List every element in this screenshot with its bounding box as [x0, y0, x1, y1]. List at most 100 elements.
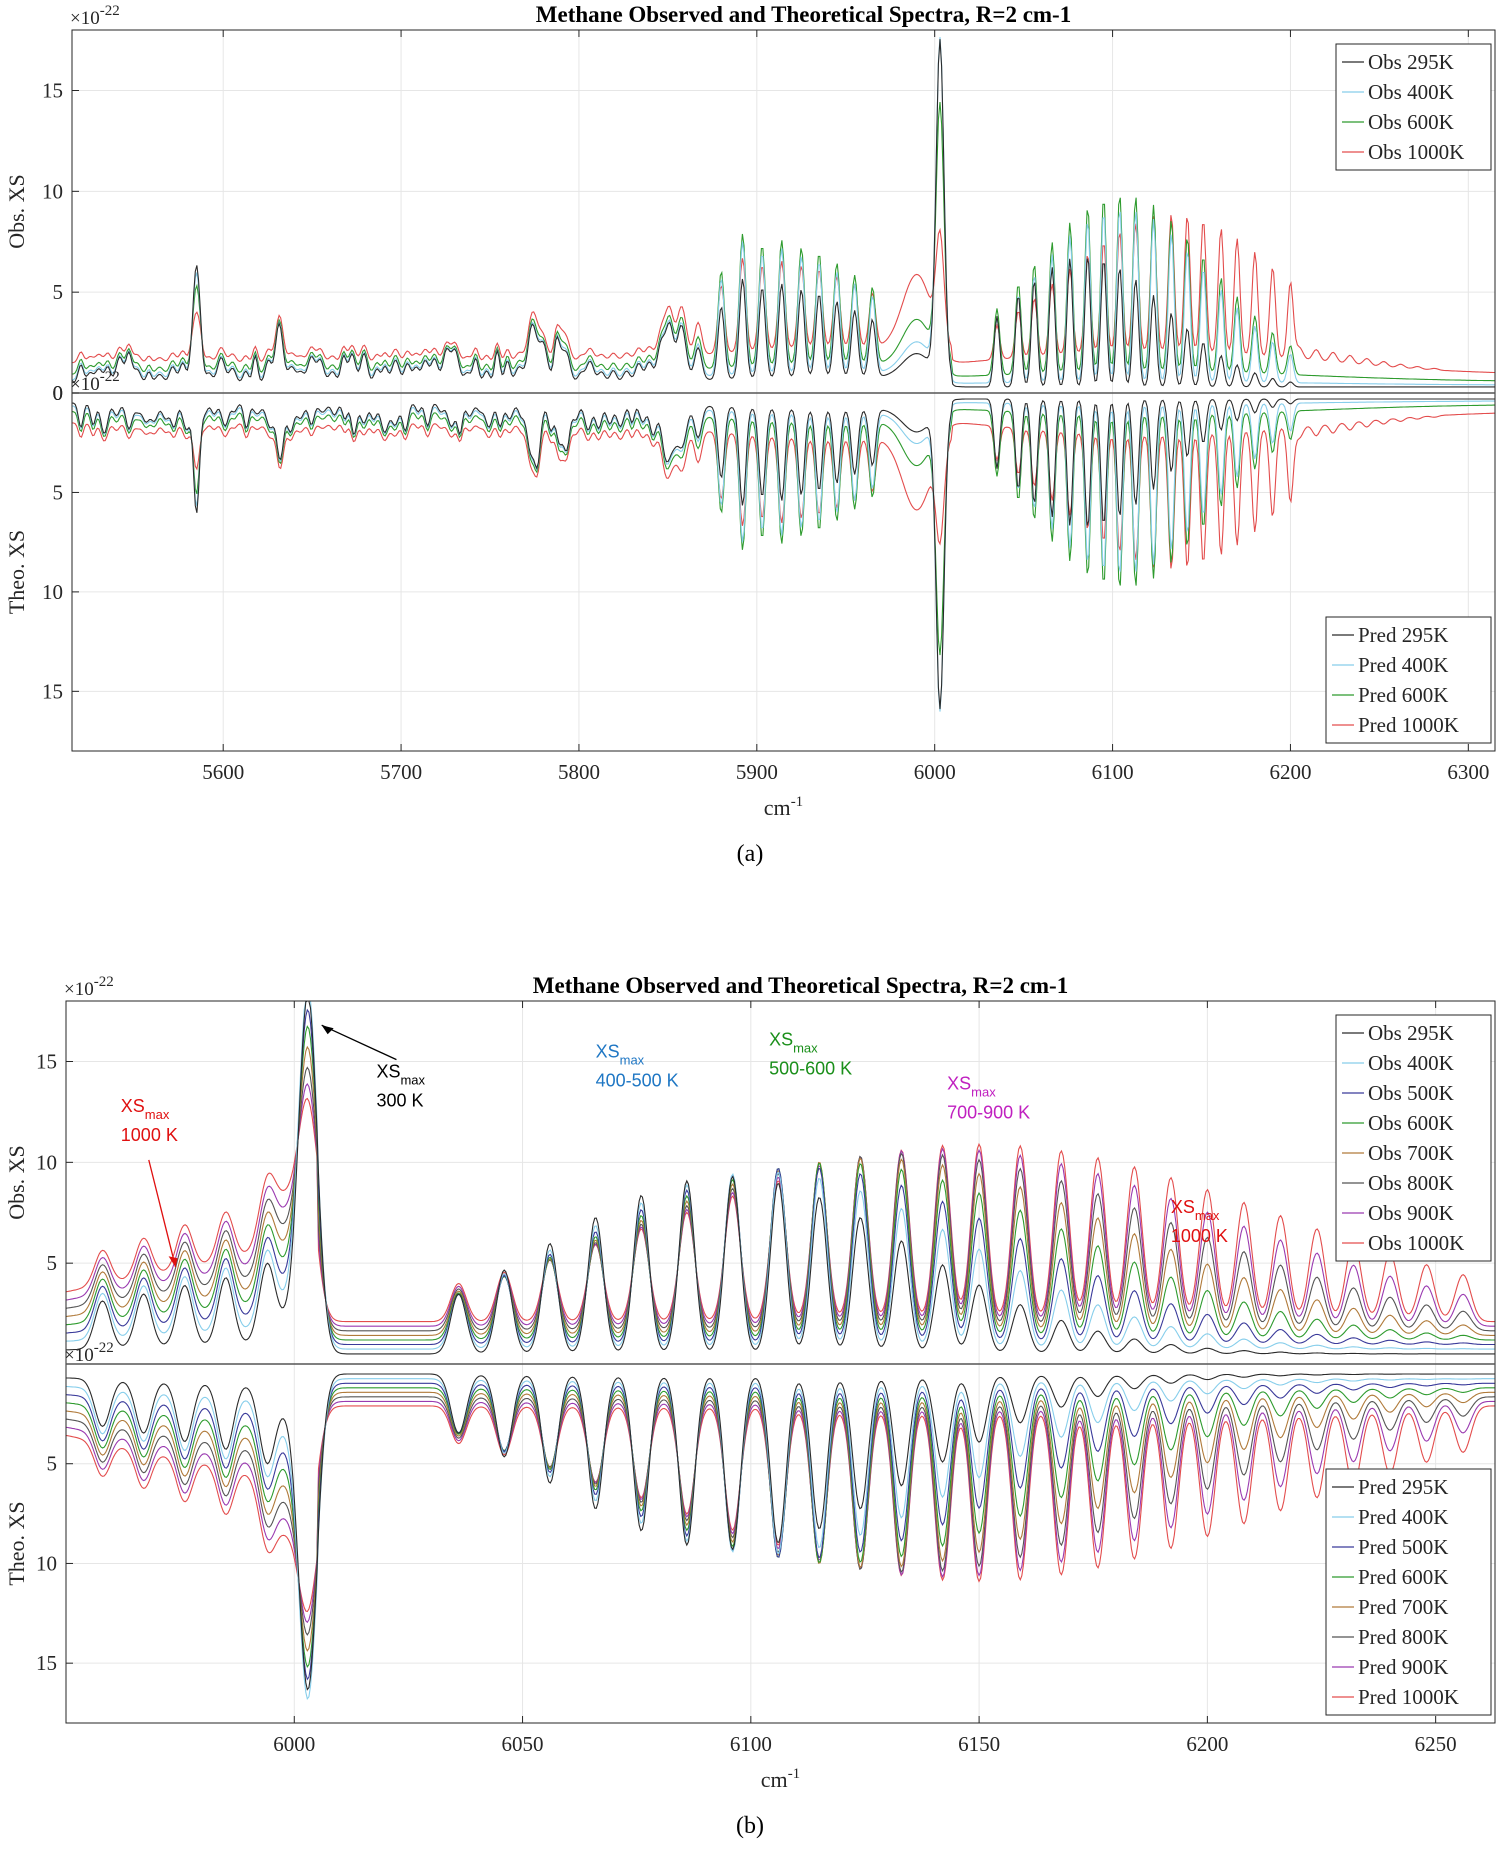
- y-multiplier-bottom: ×10-22: [70, 369, 120, 395]
- x-tick-label: 6200: [1269, 760, 1311, 784]
- y-tick-label-top: 10: [42, 179, 63, 203]
- x-tick-label: 6050: [502, 1732, 544, 1756]
- annotation-label: 300 K: [376, 1091, 423, 1111]
- legend-top: Obs 295K Obs 400K Obs 500K Obs 600K Obs 700K…: [1335, 1014, 1492, 1262]
- series-line-obs-600k: [71, 101, 1495, 382]
- legend-label: Obs 295K: [1368, 50, 1454, 74]
- legend-label: Pred 800K: [1358, 1625, 1448, 1649]
- annotation-label: 400-500 K: [596, 1070, 679, 1090]
- y-tick-label-top: 15: [36, 1050, 57, 1074]
- x-tick-label: 6250: [1415, 1732, 1457, 1756]
- x-tick-label: 6300: [1447, 760, 1489, 784]
- y-tick-label-top: 5: [53, 280, 64, 304]
- x-tick-label: 6100: [730, 1732, 772, 1756]
- y-tick-label-bottom: 5: [53, 480, 64, 504]
- x-axis-label: cm-1: [761, 1766, 800, 1792]
- chart-title: Methane Observed and Theoretical Spectra…: [533, 973, 1068, 998]
- y-tick-label-bottom: 0: [53, 381, 64, 405]
- series-line-obs-400k: [65, 1000, 1495, 1350]
- y-axis-label-top: Obs. XS: [4, 174, 29, 249]
- legend-label: Obs 500K: [1368, 1081, 1454, 1105]
- plot-area: [72, 30, 1495, 751]
- annotation-label: 700-900 K: [947, 1103, 1030, 1123]
- y-axis-label-bottom: Theo. XS: [4, 1501, 29, 1585]
- series-line-pred-400k: [71, 400, 1495, 712]
- legend-label: Pred 500K: [1358, 1535, 1448, 1559]
- annotation-label: XSmax: [596, 1041, 645, 1067]
- legend-box: [1325, 616, 1492, 744]
- y-tick-label-bottom: 15: [36, 1651, 57, 1675]
- annotation-arrow: [148, 1159, 177, 1268]
- series-line-obs-500k: [65, 1008, 1495, 1346]
- annotation-label: XSmax: [121, 1096, 170, 1122]
- annotation-label: XSmax: [1171, 1197, 1220, 1223]
- legend-label: Pred 295K: [1358, 623, 1448, 647]
- legend-top: Obs 295K Obs 400K Obs 600K Obs 1000K: [1335, 43, 1492, 171]
- legend-label: Pred 400K: [1358, 653, 1448, 677]
- legend-label: Obs 600K: [1368, 110, 1454, 134]
- y-axis-label-top: Obs. XS: [4, 1145, 29, 1220]
- x-tick-label: 5900: [736, 760, 778, 784]
- annotation-label: XSmax: [376, 1062, 425, 1088]
- legend-label: Obs 400K: [1368, 80, 1454, 104]
- y-tick-label-bottom: 15: [42, 679, 63, 703]
- x-tick-label: 5700: [380, 760, 422, 784]
- legend-box: [1335, 1014, 1492, 1262]
- x-tick-label: 6150: [958, 1732, 1000, 1756]
- chart-title: Methane Observed and Theoretical Spectra…: [536, 2, 1071, 27]
- y-tick-label-top: 15: [42, 79, 63, 103]
- legend-label: Pred 700K: [1358, 1595, 1448, 1619]
- legend-label: Obs 700K: [1368, 1141, 1454, 1165]
- plot-area: [66, 1001, 1495, 1723]
- x-tick-label: 6200: [1186, 1732, 1228, 1756]
- legend-label: Obs 600K: [1368, 1111, 1454, 1135]
- legend-label: Obs 400K: [1368, 1051, 1454, 1075]
- y-tick-label-top: 5: [47, 1251, 58, 1275]
- series-line-pred-400k: [65, 1378, 1495, 1701]
- y-tick-label-bottom: 10: [42, 580, 63, 604]
- annotation-label: 500-600 K: [769, 1058, 852, 1078]
- panel-caption: (a): [737, 841, 764, 867]
- annotation-label: 1000 K: [121, 1125, 178, 1145]
- x-tick-label: 5800: [558, 760, 600, 784]
- series-line-obs-400k: [71, 37, 1495, 386]
- annotation-arrowhead: [168, 1256, 178, 1268]
- panel-a: 5600 5700 5800 5900 6000 6100 6200 630005101505…: [4, 2, 1496, 867]
- legend-label: Pred 1000K: [1358, 713, 1459, 737]
- y-multiplier-top: ×10-22: [70, 3, 120, 29]
- legend-label: Pred 295K: [1358, 1475, 1448, 1499]
- y-tick-label-bottom: 5: [47, 1452, 58, 1476]
- legend-label: Obs 295K: [1368, 1021, 1454, 1045]
- legend-label: Obs 900K: [1368, 1201, 1454, 1225]
- legend-label: Pred 600K: [1358, 683, 1448, 707]
- series-line-pred-295k: [71, 398, 1495, 710]
- panel-b: 6000 6050 6100 6150 6200 6250 5 10 15 5 10 15 ×10-22…: [4, 973, 1496, 1839]
- legend-label: Pred 400K: [1358, 1505, 1448, 1529]
- y-multiplier-bottom: ×10-22: [64, 1340, 114, 1366]
- annotation-arrow: [321, 1024, 397, 1061]
- legend-label: Obs 1000K: [1368, 140, 1464, 164]
- x-tick-label: 6000: [273, 1732, 315, 1756]
- y-multiplier-top: ×10-22: [64, 974, 114, 1000]
- y-tick-label-top: 10: [36, 1150, 57, 1174]
- annotation-label: XSmax: [769, 1029, 818, 1055]
- legend-label: Pred 1000K: [1358, 1685, 1459, 1709]
- annotation-arrowhead: [321, 1025, 334, 1035]
- axes-frame: [71, 29, 1496, 752]
- legend-box: [1325, 1468, 1492, 1716]
- legend-label: Pred 900K: [1358, 1655, 1448, 1679]
- annotation-label: 1000 K: [1171, 1226, 1228, 1246]
- x-tick-label: 6000: [914, 760, 956, 784]
- x-tick-label: 5600: [202, 760, 244, 784]
- legend-label: Obs 1000K: [1368, 1231, 1464, 1255]
- legend-bottom: Pred 295K Pred 400K Pred 600K Pred 1000K: [1325, 616, 1492, 744]
- series-line-obs-295k: [65, 1000, 1495, 1355]
- annotation-label: XSmax: [947, 1074, 996, 1100]
- x-tick-label: 6100: [1092, 760, 1134, 784]
- y-tick-label-bottom: 10: [36, 1551, 57, 1575]
- axes-frame: [65, 1000, 1496, 1724]
- y-axis-label-bottom: Theo. XS: [4, 530, 29, 614]
- y-tick-label-top: 0: [53, 381, 64, 405]
- x-axis-label: cm-1: [764, 794, 803, 820]
- series-line-pred-295k: [66, 1373, 1495, 1691]
